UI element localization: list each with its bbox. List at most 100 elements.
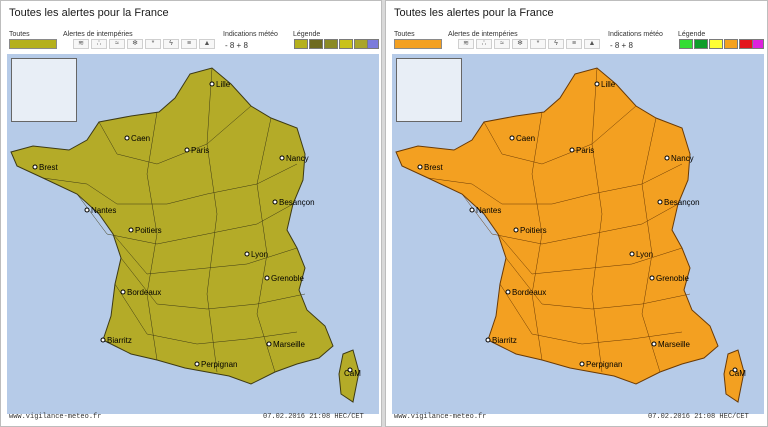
city-dot-caen <box>124 135 130 141</box>
header-toutes: Toutes <box>394 31 415 38</box>
city-label-nantes: Nantes <box>476 206 501 215</box>
city-dot-paris <box>569 147 575 153</box>
city-dot-nantes <box>84 207 90 213</box>
map-area[interactable]: Lille Caen Paris Nancy Brest Nantes Besa… <box>392 54 764 414</box>
department-borders <box>42 67 306 373</box>
city-dot-lyon <box>629 251 635 257</box>
europe-overview-map[interactable] <box>11 58 77 122</box>
city-label-biarritz: Biarritz <box>492 336 517 345</box>
city-label-lyon: Lyon <box>636 250 653 259</box>
city-dot-perpignan <box>579 361 585 367</box>
city-dot-lille <box>209 81 215 87</box>
header-indications: Indications météo <box>223 31 278 38</box>
legend-color-4 <box>724 39 738 49</box>
city-label-lille: Lille <box>601 80 616 89</box>
city-dot-nancy <box>279 155 285 161</box>
panel-title: Toutes les alertes pour la France <box>394 7 554 19</box>
avalanche-icon[interactable]: ▲ <box>584 39 600 49</box>
legend-color-5 <box>354 39 368 49</box>
city-label-grenoble: Grenoble <box>271 274 304 283</box>
flood-icon[interactable]: ≈ <box>109 39 125 49</box>
header-alertes: Alertes de intempéries <box>63 31 133 38</box>
city-label-nantes: Nantes <box>91 206 116 215</box>
city-label-nancy: Nancy <box>671 154 694 163</box>
france-map: Lille Caen Paris Nancy Brest Nantes Besa… <box>10 67 361 403</box>
footer-site[interactable]: www.vigilance-meteo.fr <box>394 413 487 421</box>
corsica-island <box>723 349 745 403</box>
snow-icon[interactable]: ❄ <box>512 39 528 49</box>
city-dot-caen <box>509 135 515 141</box>
footer-site[interactable]: www.vigilance-meteo.fr <box>9 413 102 421</box>
legend-color-6 <box>367 39 379 49</box>
map-area[interactable]: Lille Caen Paris Nancy Brest Nantes Besa… <box>7 54 379 414</box>
city-label-cam: CaM <box>344 369 361 378</box>
city-markers <box>32 81 353 373</box>
all-alerts-toggle[interactable] <box>394 39 442 49</box>
city-dot-nancy <box>664 155 670 161</box>
header-toutes: Toutes <box>9 31 30 38</box>
frost-icon[interactable]: * <box>530 39 546 49</box>
legend-color-3 <box>324 39 338 49</box>
fog-icon[interactable]: ≡ <box>566 39 582 49</box>
city-dot-brest <box>32 164 38 170</box>
wind-icon[interactable]: ≋ <box>458 39 474 49</box>
city-dot-besancon <box>272 199 278 205</box>
city-label-paris: Paris <box>191 146 209 155</box>
rain-icon[interactable]: ∴ <box>91 39 107 49</box>
city-label-paris: Paris <box>576 146 594 155</box>
legend-color-1 <box>679 39 693 49</box>
flood-icon[interactable]: ≈ <box>494 39 510 49</box>
department-borders <box>427 67 691 373</box>
city-dot-grenoble <box>264 275 270 281</box>
city-dot-marseille <box>266 341 272 347</box>
city-label-marseille: Marseille <box>658 340 691 349</box>
city-label-lille: Lille <box>216 80 231 89</box>
legend-color-3 <box>709 39 723 49</box>
all-alerts-toggle[interactable] <box>9 39 57 49</box>
city-label-bordeaux: Bordeaux <box>127 288 161 297</box>
header-indications: Indications météo <box>608 31 663 38</box>
france-mainland <box>10 67 334 385</box>
city-dot-cam <box>347 367 353 373</box>
header-alertes: Alertes de intempéries <box>448 31 518 38</box>
france-map: Lille Caen Paris Nancy Brest Nantes Besa… <box>395 67 746 403</box>
city-markers <box>417 81 738 373</box>
fog-icon[interactable]: ≡ <box>181 39 197 49</box>
city-dot-poitiers <box>513 227 519 233</box>
city-dot-perpignan <box>194 361 200 367</box>
legend-color-1 <box>294 39 308 49</box>
legend-color-4 <box>339 39 353 49</box>
city-label-brest: Brest <box>39 163 58 172</box>
city-label-caen: Caen <box>131 134 150 143</box>
city-label-bordeaux: Bordeaux <box>512 288 546 297</box>
city-label-brest: Brest <box>424 163 443 172</box>
city-dot-bordeaux <box>505 289 511 295</box>
city-label-perpignan: Perpignan <box>586 360 622 369</box>
city-label-poitiers: Poitiers <box>520 226 547 235</box>
legend-color-5 <box>739 39 753 49</box>
city-label-grenoble: Grenoble <box>656 274 689 283</box>
europe-overview-map[interactable] <box>396 58 462 122</box>
city-label-marseille: Marseille <box>273 340 306 349</box>
wind-icon[interactable]: ≋ <box>73 39 89 49</box>
legend-color-6 <box>752 39 764 49</box>
header-legende: Légende <box>678 31 706 38</box>
city-dot-biarritz <box>485 337 491 343</box>
meteo-indications: - 8 + 8 <box>225 41 248 50</box>
frost-icon[interactable]: * <box>145 39 161 49</box>
legend-color-2 <box>694 39 708 49</box>
city-label-besancon: Besançon <box>664 198 700 207</box>
snow-icon[interactable]: ❄ <box>127 39 143 49</box>
city-dot-grenoble <box>649 275 655 281</box>
thunderstorm-icon[interactable]: ϟ <box>163 39 179 49</box>
city-dot-bordeaux <box>120 289 126 295</box>
rain-icon[interactable]: ∴ <box>476 39 492 49</box>
avalanche-icon[interactable]: ▲ <box>199 39 215 49</box>
city-label-perpignan: Perpignan <box>201 360 237 369</box>
legend-color-2 <box>309 39 323 49</box>
city-dot-brest <box>417 164 423 170</box>
corsica-island <box>338 349 360 403</box>
header-legende: Légende <box>293 31 321 38</box>
city-dot-biarritz <box>100 337 106 343</box>
thunderstorm-icon[interactable]: ϟ <box>548 39 564 49</box>
